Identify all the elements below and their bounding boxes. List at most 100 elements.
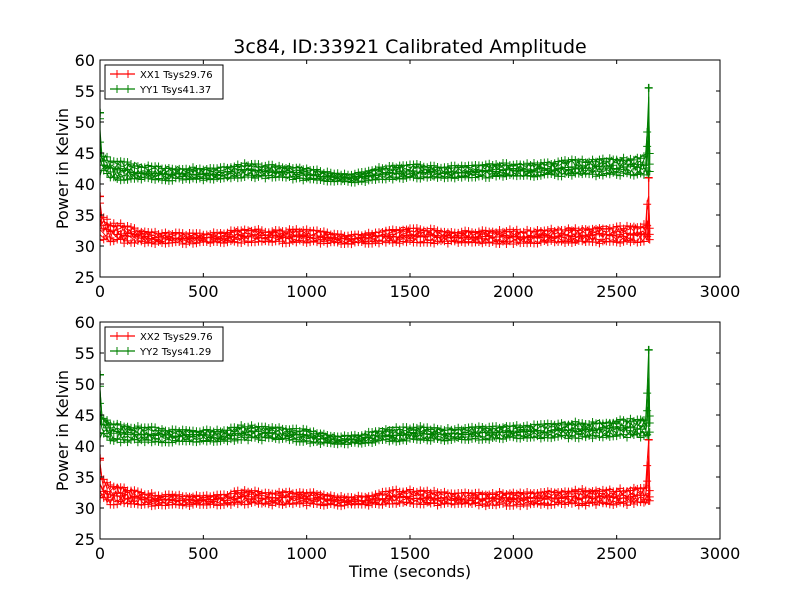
data-point-marker [113, 174, 122, 183]
data-point-marker [485, 166, 494, 175]
data-point-marker [399, 429, 408, 438]
data-point-marker [168, 490, 177, 499]
data-point-marker [113, 230, 122, 239]
data-point-marker [206, 492, 215, 501]
data-point-marker [468, 161, 476, 170]
data-point-marker [230, 487, 239, 496]
data-point-marker [140, 438, 149, 447]
data-point-marker [626, 422, 635, 431]
data-point-marker [189, 163, 197, 172]
data-point-marker [364, 228, 373, 237]
data-point-marker [182, 425, 191, 434]
data-point-marker [416, 160, 425, 169]
data-point-marker [595, 155, 604, 164]
data-point-marker [257, 226, 266, 235]
data-point-marker [571, 493, 580, 502]
data-point-marker [629, 231, 638, 240]
data-point-marker [574, 427, 583, 436]
data-point-marker [605, 500, 614, 509]
data-point-marker [364, 492, 373, 501]
data-point-marker [564, 157, 573, 166]
data-point-marker [581, 158, 590, 167]
data-point-marker [454, 228, 463, 237]
data-point-marker [519, 227, 528, 236]
data-point-marker [543, 226, 552, 235]
data-point-marker [319, 490, 328, 499]
series-layer [100, 83, 654, 249]
data-point-marker [171, 432, 180, 441]
legend-marker [113, 85, 132, 93]
data-point-marker [592, 224, 600, 233]
data-point-marker [206, 426, 215, 435]
data-point-marker [282, 227, 290, 236]
data-point-marker [639, 431, 648, 440]
data-point-marker [530, 165, 538, 174]
data-point-marker [375, 489, 383, 498]
data-point-marker [185, 437, 194, 446]
data-point-marker [605, 154, 614, 163]
data-point-marker [226, 174, 235, 183]
data-point-marker [598, 485, 607, 494]
data-point-marker [147, 430, 156, 439]
data-point-marker [202, 491, 211, 500]
data-point-marker [251, 225, 259, 234]
data-point-marker [302, 164, 311, 173]
data-point-marker [354, 168, 363, 177]
data-point-marker [533, 489, 542, 498]
data-point-marker [113, 165, 122, 174]
data-point-marker [147, 496, 156, 505]
data-point-marker [209, 427, 218, 436]
data-point-marker [233, 494, 242, 503]
data-point-marker [220, 162, 228, 171]
data-point-marker [357, 492, 366, 501]
data-point-marker [567, 162, 576, 171]
data-point-marker [192, 165, 201, 174]
data-point-marker [406, 492, 414, 501]
data-point-marker [457, 489, 466, 498]
data-point-marker [464, 423, 473, 432]
data-point-marker [633, 153, 642, 162]
data-point-marker [423, 163, 432, 172]
data-point-marker [492, 167, 501, 176]
data-point-marker [426, 488, 435, 497]
data-point-marker [319, 501, 328, 510]
data-point-marker [416, 436, 425, 445]
data-point-marker [571, 433, 580, 442]
data-point-marker [323, 228, 332, 237]
data-point-marker [244, 226, 253, 235]
data-point-marker [106, 480, 115, 489]
y-tick-label: 35 [75, 468, 95, 487]
series-yy [100, 83, 654, 187]
data-point-marker [526, 238, 535, 247]
data-point-marker [567, 171, 576, 180]
data-point-marker [416, 225, 425, 234]
data-point-marker [316, 239, 325, 248]
data-point-marker [103, 416, 112, 425]
data-point-marker [643, 142, 652, 151]
data-point-marker [319, 168, 328, 177]
data-point-marker [282, 173, 290, 182]
data-point-marker [550, 159, 559, 168]
data-point-marker [302, 238, 311, 247]
y-axis-label: Power in Kelvin [53, 108, 72, 229]
data-point-marker [623, 494, 631, 503]
data-point-marker [636, 415, 645, 424]
data-point-marker [588, 155, 597, 164]
data-point-marker [100, 454, 104, 463]
data-point-marker [116, 164, 125, 173]
data-point-marker [257, 489, 266, 498]
data-point-marker [644, 345, 653, 354]
x-tick-label: 1500 [390, 544, 431, 563]
x-tick-label: 3000 [700, 282, 741, 301]
data-point-marker [133, 227, 142, 236]
data-point-marker [378, 426, 387, 435]
data-point-marker [437, 163, 445, 172]
data-point-marker [616, 423, 625, 432]
data-point-marker [385, 487, 394, 496]
data-point-marker [127, 168, 135, 177]
y-tick-label: 35 [75, 206, 95, 225]
data-point-marker [375, 163, 383, 172]
y-tick-label: 55 [75, 344, 95, 363]
data-point-marker [109, 429, 118, 438]
data-point-marker [161, 228, 170, 237]
